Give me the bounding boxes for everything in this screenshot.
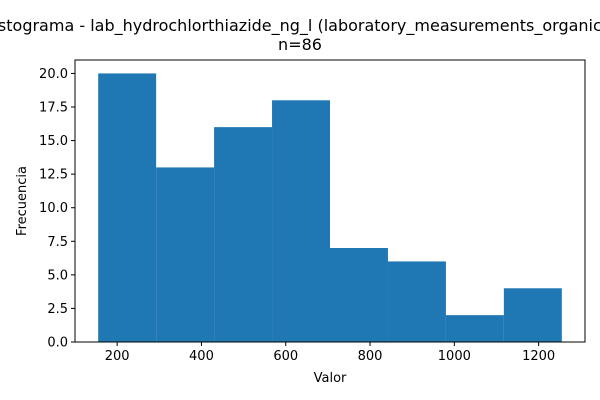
y-tick-label: 7.5 (47, 235, 68, 250)
y-tick-label: 10.0 (39, 201, 68, 216)
histogram-bar-7 (503, 288, 562, 342)
y-tick-label: 20.0 (39, 67, 68, 82)
y-axis-label: Frecuencia (15, 166, 30, 236)
y-tick-label: 2.5 (47, 302, 68, 317)
x-tick-label: 600 (273, 349, 298, 364)
x-tick-label: 400 (189, 349, 214, 364)
histogram-bar-2 (214, 127, 273, 343)
histogram-bar-4 (330, 248, 388, 342)
plot-frame (74, 59, 586, 343)
x-tick-label: 1000 (438, 349, 471, 364)
x-axis-ticks: 200 400 600 800 1000 1200 (105, 342, 555, 364)
histogram-bar-0 (98, 73, 157, 342)
y-tick-label: 17.5 (39, 101, 68, 116)
histogram-bar-5 (387, 261, 446, 342)
histogram-bar-1 (156, 167, 215, 342)
y-tick-label: 0.0 (47, 336, 68, 351)
x-axis-label: Valor (314, 371, 347, 386)
x-tick-label: 800 (358, 349, 383, 364)
x-tick-label: 200 (105, 349, 130, 364)
histogram-bar-3 (272, 100, 330, 343)
histogram-bars (98, 73, 562, 343)
y-tick-label: 5.0 (47, 268, 68, 283)
chart-title: Histograma - lab_hydrochlorthiazide_ng_l… (0, 16, 600, 36)
y-tick-label: 15.0 (39, 134, 68, 149)
histogram-bar-6 (445, 315, 504, 342)
y-tick-label: 12.5 (39, 168, 68, 183)
y-axis-ticks: 0.0 2.5 5.0 7.5 10.0 12.5 15.0 17.5 20.0 (39, 67, 75, 351)
chart-subtitle: n=86 (278, 35, 322, 54)
x-tick-label: 1200 (522, 349, 555, 364)
